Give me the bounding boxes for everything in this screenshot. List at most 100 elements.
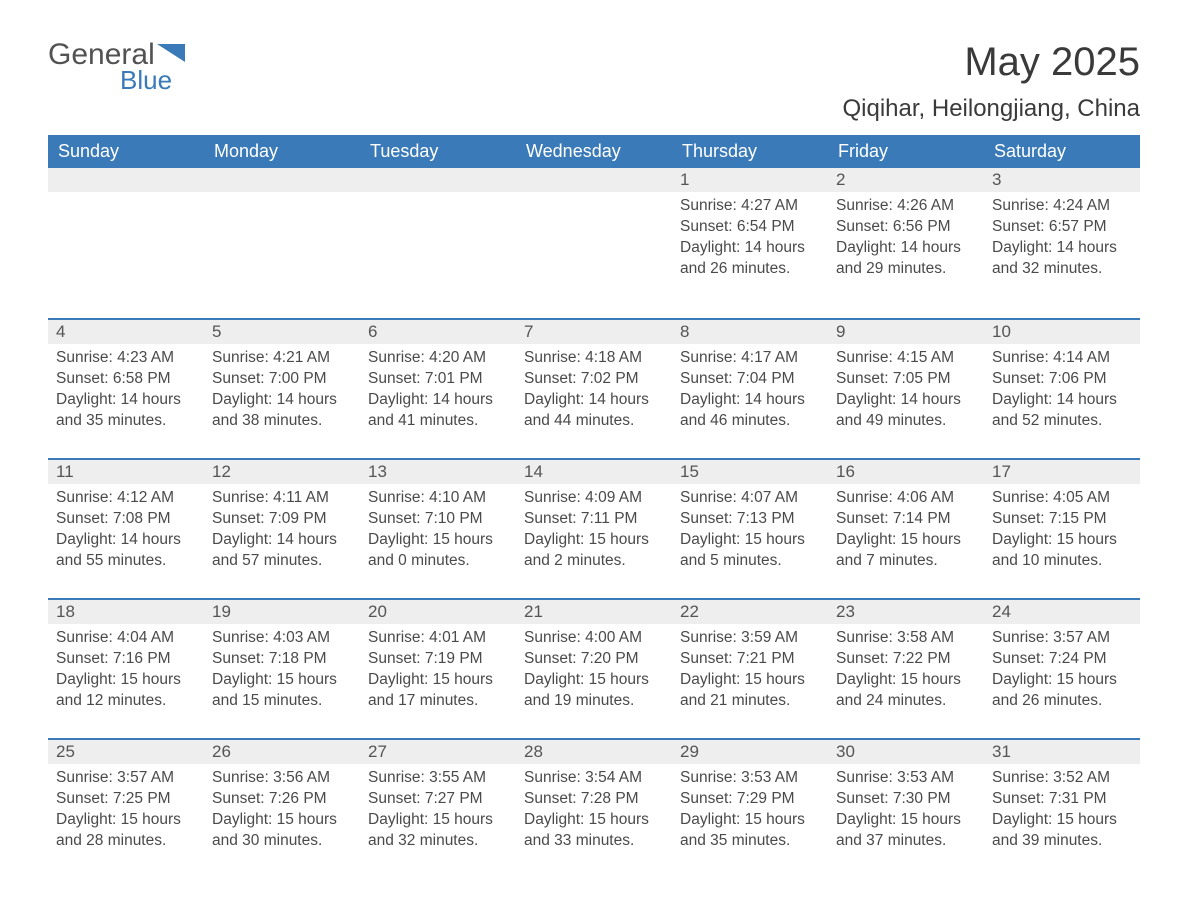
sunrise-text: Sunrise: 4:09 AM [524,488,664,509]
day-number: 3 [984,168,1140,192]
daylight-text: Daylight: 14 hours and 26 minutes. [680,238,820,280]
daylight-text: Daylight: 14 hours and 32 minutes. [992,238,1132,280]
day-body: Sunrise: 4:14 AMSunset: 7:06 PMDaylight:… [984,344,1140,438]
sunset-text: Sunset: 7:00 PM [212,369,352,390]
calendar-cell: 28Sunrise: 3:54 AMSunset: 7:28 PMDayligh… [516,738,672,878]
day-number: 22 [672,598,828,624]
daylight-text: Daylight: 14 hours and 55 minutes. [56,530,196,572]
daylight-text: Daylight: 15 hours and 33 minutes. [524,810,664,852]
calendar-cell: 12Sunrise: 4:11 AMSunset: 7:09 PMDayligh… [204,458,360,598]
day-number: 28 [516,738,672,764]
page-subtitle: Qiqihar, Heilongjiang, China [842,95,1140,123]
day-body: Sunrise: 3:57 AMSunset: 7:24 PMDaylight:… [984,624,1140,718]
sunset-text: Sunset: 6:56 PM [836,217,976,238]
day-number: 16 [828,458,984,484]
sunrise-text: Sunrise: 4:07 AM [680,488,820,509]
calendar-cell: 30Sunrise: 3:53 AMSunset: 7:30 PMDayligh… [828,738,984,878]
daylight-text: Daylight: 14 hours and 35 minutes. [56,390,196,432]
calendar-cell: 20Sunrise: 4:01 AMSunset: 7:19 PMDayligh… [360,598,516,738]
sunrise-text: Sunrise: 4:00 AM [524,628,664,649]
sunset-text: Sunset: 7:01 PM [368,369,508,390]
sunrise-text: Sunrise: 3:59 AM [680,628,820,649]
day-number: 30 [828,738,984,764]
day-number: 7 [516,318,672,344]
daylight-text: Daylight: 14 hours and 38 minutes. [212,390,352,432]
page-title: May 2025 [842,40,1140,85]
calendar-cell: 14Sunrise: 4:09 AMSunset: 7:11 PMDayligh… [516,458,672,598]
day-body: Sunrise: 4:18 AMSunset: 7:02 PMDaylight:… [516,344,672,438]
daylight-text: Daylight: 15 hours and 39 minutes. [992,810,1132,852]
sunrise-text: Sunrise: 4:03 AM [212,628,352,649]
day-body: Sunrise: 4:21 AMSunset: 7:00 PMDaylight:… [204,344,360,438]
day-number: 24 [984,598,1140,624]
sunrise-text: Sunrise: 4:04 AM [56,628,196,649]
day-number: 9 [828,318,984,344]
calendar-cell: 1 Sunrise: 4:27 AMSunset: 6:54 PMDaylight… [672,168,828,318]
calendar-cell: 3Sunrise: 4:24 AMSunset: 6:57 PMDaylight… [984,168,1140,318]
day-body: Sunrise: 4:01 AMSunset: 7:19 PMDaylight:… [360,624,516,718]
sunrise-text: Sunrise: 3:53 AM [836,768,976,789]
day-number: 1 [672,168,828,192]
sunrise-text: Sunrise: 4:21 AM [212,348,352,369]
calendar-cell: 24Sunrise: 3:57 AMSunset: 7:24 PMDayligh… [984,598,1140,738]
calendar-cell [204,168,360,318]
sunrise-text: Sunrise: 4:15 AM [836,348,976,369]
day-number: 13 [360,458,516,484]
sunset-text: Sunset: 7:22 PM [836,649,976,670]
sunset-text: Sunset: 7:13 PM [680,509,820,530]
day-number: 26 [204,738,360,764]
calendar-cell [360,168,516,318]
daylight-text: Daylight: 14 hours and 44 minutes. [524,390,664,432]
daylight-text: Daylight: 15 hours and 17 minutes. [368,670,508,712]
daylight-text: Daylight: 15 hours and 10 minutes. [992,530,1132,572]
calendar-week: 11Sunrise: 4:12 AMSunset: 7:08 PMDayligh… [48,458,1140,598]
day-body: Sunrise: 3:53 AMSunset: 7:30 PMDaylight:… [828,764,984,858]
daylight-text: Daylight: 15 hours and 15 minutes. [212,670,352,712]
day-header: Monday [204,135,360,168]
sunrise-text: Sunrise: 3:58 AM [836,628,976,649]
sunset-text: Sunset: 7:10 PM [368,509,508,530]
calendar-cell: 21Sunrise: 4:00 AMSunset: 7:20 PMDayligh… [516,598,672,738]
day-header: Saturday [984,135,1140,168]
daylight-text: Daylight: 15 hours and 37 minutes. [836,810,976,852]
calendar-week: 25Sunrise: 3:57 AMSunset: 7:25 PMDayligh… [48,738,1140,878]
logo: General Blue [48,40,191,93]
day-body: Sunrise: 4:04 AMSunset: 7:16 PMDaylight:… [48,624,204,718]
calendar-cell: 17Sunrise: 4:05 AMSunset: 7:15 PMDayligh… [984,458,1140,598]
daylight-text: Daylight: 15 hours and 24 minutes. [836,670,976,712]
daylight-text: Daylight: 15 hours and 30 minutes. [212,810,352,852]
day-header: Wednesday [516,135,672,168]
day-body: Sunrise: 4:17 AMSunset: 7:04 PMDaylight:… [672,344,828,438]
day-body: Sunrise: 3:56 AMSunset: 7:26 PMDaylight:… [204,764,360,858]
day-body: Sunrise: 4:12 AMSunset: 7:08 PMDaylight:… [48,484,204,578]
sunrise-text: Sunrise: 4:01 AM [368,628,508,649]
calendar-cell: 4Sunrise: 4:23 AMSunset: 6:58 PMDaylight… [48,318,204,458]
day-number: 8 [672,318,828,344]
day-body: Sunrise: 4:06 AMSunset: 7:14 PMDaylight:… [828,484,984,578]
sunset-text: Sunset: 7:26 PM [212,789,352,810]
daylight-text: Daylight: 15 hours and 0 minutes. [368,530,508,572]
sunset-text: Sunset: 7:30 PM [836,789,976,810]
calendar-cell [516,168,672,318]
sunset-text: Sunset: 7:29 PM [680,789,820,810]
daylight-text: Daylight: 15 hours and 21 minutes. [680,670,820,712]
daylight-text: Daylight: 15 hours and 35 minutes. [680,810,820,852]
calendar-cell: 7Sunrise: 4:18 AMSunset: 7:02 PMDaylight… [516,318,672,458]
calendar-cell: 22Sunrise: 3:59 AMSunset: 7:21 PMDayligh… [672,598,828,738]
daylight-text: Daylight: 14 hours and 57 minutes. [212,530,352,572]
empty-day-bar [48,168,204,192]
calendar-week: 4Sunrise: 4:23 AMSunset: 6:58 PMDaylight… [48,318,1140,458]
day-body: Sunrise: 3:58 AMSunset: 7:22 PMDaylight:… [828,624,984,718]
day-header: Tuesday [360,135,516,168]
sunrise-text: Sunrise: 4:12 AM [56,488,196,509]
sunrise-text: Sunrise: 4:27 AM [680,196,820,217]
sunset-text: Sunset: 6:54 PM [680,217,820,238]
sunrise-text: Sunrise: 3:55 AM [368,768,508,789]
calendar-cell: 8Sunrise: 4:17 AMSunset: 7:04 PMDaylight… [672,318,828,458]
day-number: 19 [204,598,360,624]
sunset-text: Sunset: 7:20 PM [524,649,664,670]
day-number: 20 [360,598,516,624]
sunset-text: Sunset: 7:31 PM [992,789,1132,810]
day-body: Sunrise: 3:55 AMSunset: 7:27 PMDaylight:… [360,764,516,858]
calendar-cell: 16Sunrise: 4:06 AMSunset: 7:14 PMDayligh… [828,458,984,598]
